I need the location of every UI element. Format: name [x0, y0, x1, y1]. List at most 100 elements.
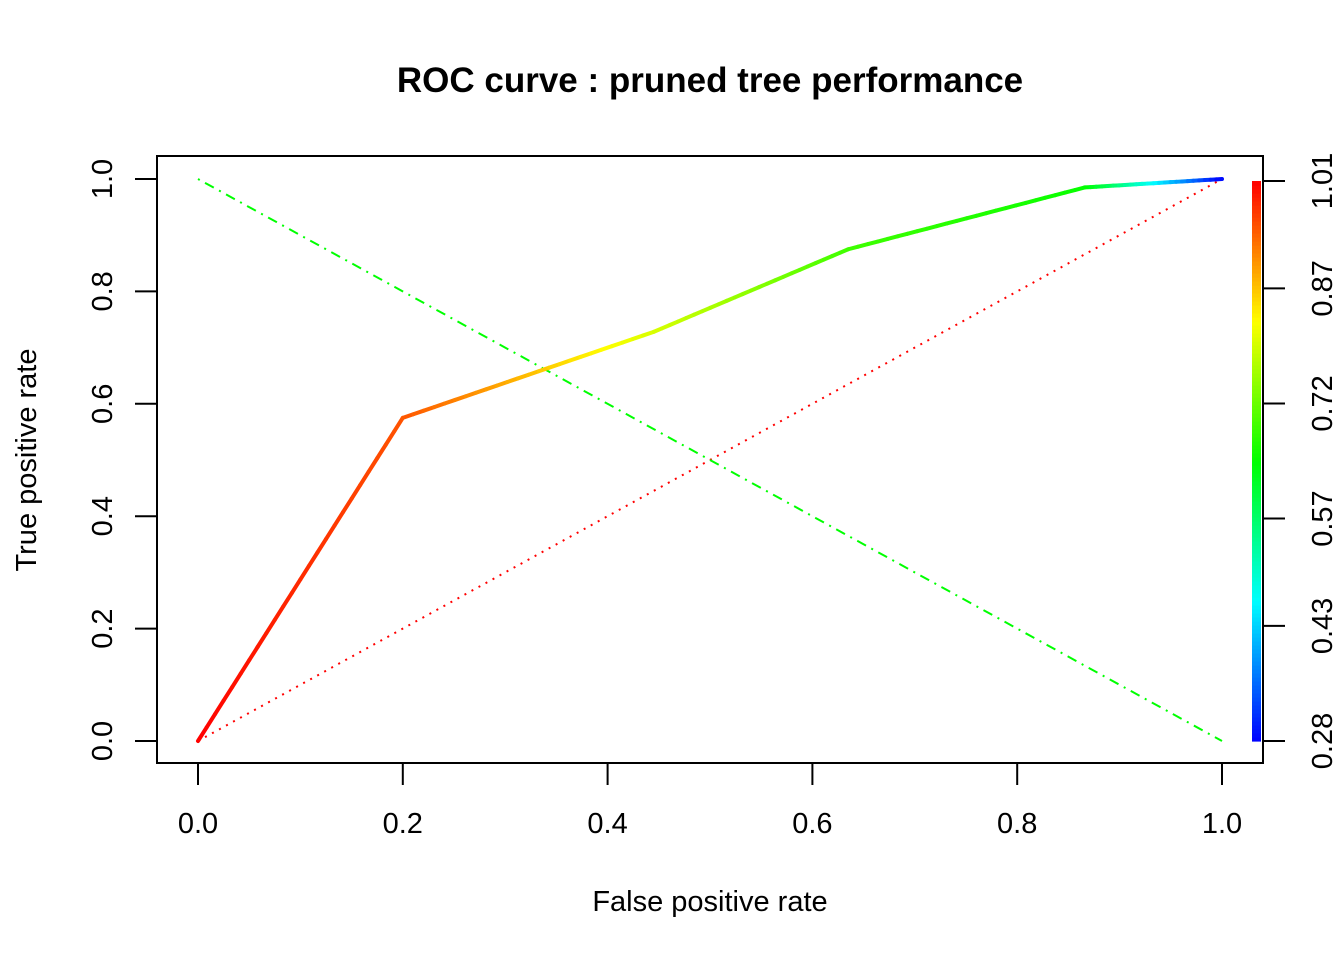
colorkey-swatch	[1252, 725, 1261, 730]
colorkey-swatch	[1252, 605, 1261, 610]
colorkey-swatch	[1252, 429, 1261, 434]
colorkey-swatch	[1252, 209, 1261, 214]
roc-curve-segment	[332, 510, 346, 528]
colorkey-swatch	[1252, 665, 1261, 670]
colorkey-swatch	[1252, 509, 1261, 514]
x-tick-label: 0.6	[792, 808, 832, 840]
colorkey-swatch	[1252, 385, 1261, 390]
colorkey-swatch	[1252, 721, 1261, 726]
roc-curve-segment	[196, 725, 209, 743]
colorkey-swatch	[1252, 545, 1261, 550]
colorkey-swatch	[1252, 185, 1261, 190]
colorkey-swatch	[1252, 293, 1261, 298]
colorkey-tick-label: 0.28	[1307, 713, 1339, 769]
colorkey-swatch	[1252, 661, 1261, 666]
colorkey-swatch	[1252, 389, 1261, 394]
colorkey-swatch	[1252, 417, 1261, 422]
colorkey-swatch	[1252, 705, 1261, 710]
colorkey-swatch	[1252, 673, 1261, 678]
colorkey-swatch	[1252, 581, 1261, 586]
roc-curve-segment	[230, 671, 243, 690]
colorkey-swatch	[1252, 597, 1261, 602]
colorkey-swatch	[1252, 593, 1261, 598]
colorkey-swatch	[1252, 241, 1261, 246]
colorkey-swatch	[1252, 237, 1261, 242]
roc-curve-segment	[289, 577, 303, 595]
colorkey-swatch	[1252, 221, 1261, 226]
colorkey-swatch	[1252, 297, 1261, 302]
colorkey-swatch	[1252, 229, 1261, 234]
colorkey-swatch	[1252, 713, 1261, 718]
y-tick-label: 1.0	[87, 159, 119, 199]
colorkey-swatch	[1252, 329, 1261, 334]
colorkey-swatch	[1252, 441, 1261, 446]
plot-marks: 0.0 0.2 0.4 0.6 0.8 1.0 0.0 0.2 0.4 0.6 0.8 1.0 0.28…	[87, 153, 1339, 840]
colorkey-swatch	[1252, 341, 1261, 346]
colorkey-swatch	[1252, 193, 1261, 198]
colorkey-swatch	[1252, 617, 1261, 622]
roc-curve-segment	[204, 712, 218, 730]
colorkey-swatch	[1252, 485, 1261, 490]
colorkey-swatch	[1252, 549, 1261, 554]
x-tick-label: 0.8	[997, 808, 1037, 840]
y-tick-label: 0.2	[87, 608, 119, 648]
roc-curve-segment	[247, 644, 260, 663]
colorkey-swatch	[1252, 669, 1261, 674]
roc-curve-segment	[315, 537, 328, 555]
colorkey-swatch	[1252, 249, 1261, 254]
colorkey-swatch	[1252, 213, 1261, 218]
roc-curve-segment	[213, 698, 226, 717]
roc-curve-segment	[324, 523, 337, 542]
colorkey-swatch	[1252, 397, 1261, 402]
colorkey-swatch	[1252, 681, 1261, 686]
colorkey-swatch	[1252, 373, 1261, 378]
roc-curve-segment	[392, 415, 405, 434]
x-axis-label: False positive rate	[592, 886, 827, 918]
colorkey-swatch	[1252, 345, 1261, 350]
colorkey-swatch	[1252, 301, 1261, 306]
colorkey-swatch	[1252, 657, 1261, 662]
colorkey-swatch	[1252, 477, 1261, 482]
roc-curve-segment	[349, 483, 363, 501]
colorkey-swatch	[1252, 489, 1261, 494]
colorkey-swatch	[1252, 553, 1261, 558]
colorkey-tick-label: 1.01	[1307, 153, 1339, 209]
colorkey-swatch	[1252, 445, 1261, 450]
colorkey-swatch	[1252, 433, 1261, 438]
colorkey-swatch	[1252, 309, 1261, 314]
colorkey-swatch	[1252, 629, 1261, 634]
x-tick-label: 0.2	[383, 808, 423, 840]
colorkey-swatch	[1252, 533, 1261, 538]
colorkey-swatch	[1252, 325, 1261, 330]
colorkey-swatch	[1252, 541, 1261, 546]
colorkey-swatch	[1252, 361, 1261, 366]
colorkey-swatch	[1252, 289, 1261, 294]
colorkey-swatch	[1252, 333, 1261, 338]
colorkey-swatch	[1252, 601, 1261, 606]
roc-curve-segment	[221, 685, 235, 703]
colorkey-swatch	[1252, 717, 1261, 722]
colorkey-swatch	[1252, 365, 1261, 370]
colorkey-swatch	[1252, 305, 1261, 310]
x-tick-label: 1.0	[1202, 808, 1242, 840]
roc-curve-segment	[281, 590, 294, 609]
colorkey-swatch	[1252, 633, 1261, 638]
colorkey-tick-label: 0.87	[1307, 260, 1339, 316]
colorkey-swatch	[1252, 505, 1261, 510]
colorkey-swatch	[1252, 513, 1261, 518]
x-tick-label: 0.0	[178, 808, 218, 840]
colorkey-swatch	[1252, 577, 1261, 582]
colorkey-swatch	[1252, 381, 1261, 386]
y-tick-label: 0.6	[87, 384, 119, 424]
colorkey-swatch	[1252, 557, 1261, 562]
colorkey-swatch	[1252, 265, 1261, 270]
y-tick-label: 0.4	[87, 496, 119, 536]
colorkey-swatch	[1252, 645, 1261, 650]
colorkey-swatch	[1252, 285, 1261, 290]
colorkey-swatch	[1252, 589, 1261, 594]
colorkey-swatch	[1252, 481, 1261, 486]
colorkey-swatch	[1252, 277, 1261, 282]
colorkey-swatch	[1252, 525, 1261, 530]
colorkey-swatch	[1252, 357, 1261, 362]
colorkey-swatch	[1252, 401, 1261, 406]
